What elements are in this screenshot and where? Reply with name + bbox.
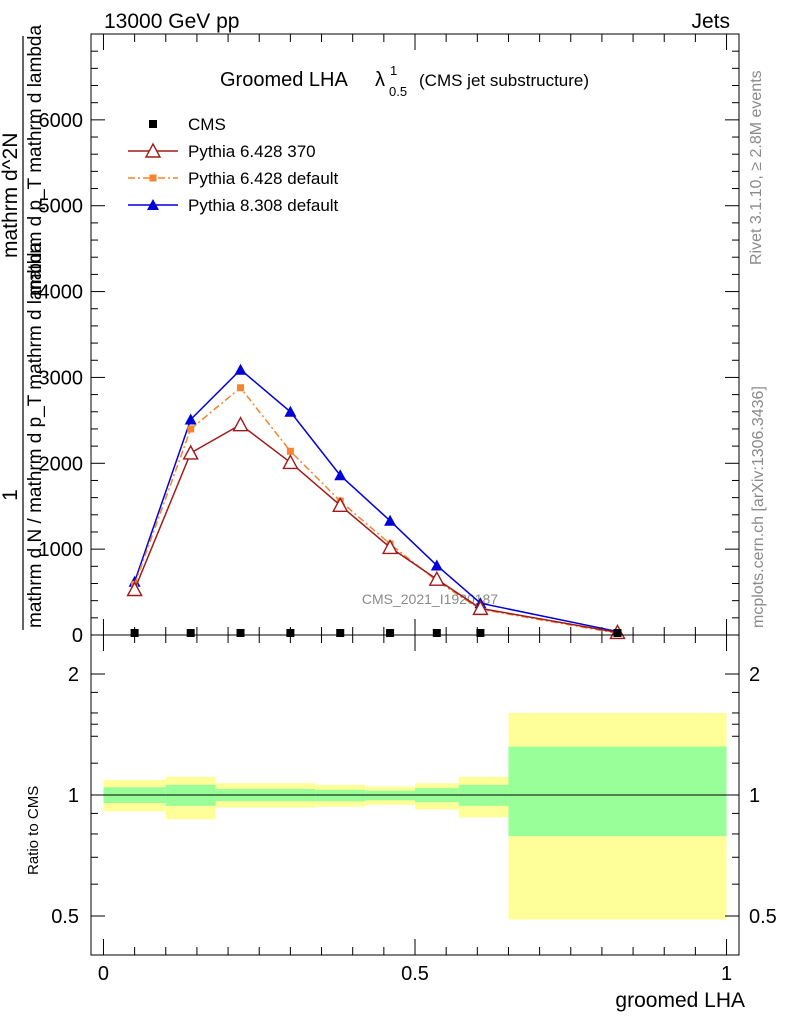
y-label-deriv-den: mathrm d p_T mathrm d lambda xyxy=(25,25,46,296)
ratio-y-tick-label-left: 1 xyxy=(68,785,79,807)
y-tick-label: 3000 xyxy=(39,367,84,389)
legend-entry: Pythia 8.308 default xyxy=(128,196,339,215)
legend-entry: CMS xyxy=(149,115,226,134)
y-label-denominator: mathrm d N / mathrm d p_T mathrm d lambd… xyxy=(25,241,46,628)
band-inner xyxy=(315,789,366,802)
point-marker xyxy=(149,120,157,128)
header-left: 13000 GeV pp xyxy=(104,10,239,33)
ratio-panel: 0.5 0.51 12 2 0 0.5 1 Ratio to CMS groomed LH… xyxy=(25,634,777,1012)
y-tick-label: 5000 xyxy=(39,196,84,218)
title-sub: 0.5 xyxy=(389,84,407,99)
ratio-y-tick-label-left: 0.5 xyxy=(51,906,79,928)
point-marker xyxy=(286,447,294,455)
point-marker xyxy=(126,581,143,597)
point-marker xyxy=(186,629,195,637)
band-inner xyxy=(508,746,727,837)
y-axis-label: 1 mathrm d N / mathrm d p_T mathrm d lam… xyxy=(0,25,46,630)
title-lambda: λ xyxy=(375,69,385,91)
point-marker xyxy=(284,405,297,417)
watermark: CMS_2021_I1920187 xyxy=(362,591,498,607)
title-note: (CMS jet substructure) xyxy=(419,71,589,90)
series-0 xyxy=(130,629,622,637)
point-marker xyxy=(386,629,395,637)
title-sup: 1 xyxy=(390,63,397,78)
point-marker xyxy=(130,629,139,637)
point-marker xyxy=(432,629,441,637)
main-y-ticks: 0 1000 2000 3000 4000 5000 6000 xyxy=(39,50,739,647)
ratio-y-tick-label-right: 0.5 xyxy=(749,906,777,928)
y-tick-label: 2000 xyxy=(39,453,84,475)
point-marker xyxy=(384,514,397,526)
point-marker xyxy=(149,174,157,182)
point-marker xyxy=(182,444,199,460)
rivet-label: Rivet 3.1.10, ≥ 2.8M events xyxy=(748,70,765,265)
legend: CMS Pythia 6.428 370 Pythia 6.428 default P… xyxy=(128,115,339,215)
main-x-ticks xyxy=(102,34,728,635)
point-marker xyxy=(428,570,445,586)
y-tick-label: 1000 xyxy=(39,539,84,561)
y-tick-label: 0 xyxy=(72,625,83,647)
title-main: Groomed LHA xyxy=(220,69,348,91)
point-marker xyxy=(282,453,299,470)
point-marker xyxy=(472,599,489,616)
legend-label: Pythia 6.428 370 xyxy=(188,142,316,161)
point-marker xyxy=(332,496,349,513)
x-axis-label: groomed LHA xyxy=(615,989,745,1012)
point-marker xyxy=(336,629,345,637)
ratio-y-tick-label-right: 2 xyxy=(749,664,760,686)
point-marker xyxy=(286,629,295,637)
plot-title: Groomed LHA λ 1 0.5 (CMS jet substructur… xyxy=(220,63,589,99)
y-label-deriv-num: mathrm d^2N xyxy=(0,133,22,258)
legend-label: CMS xyxy=(188,115,226,134)
x-tick-label: 0 xyxy=(98,963,109,985)
point-marker xyxy=(613,629,622,637)
legend-entry: Pythia 6.428 default xyxy=(128,169,339,188)
site-label: mcplots.cern.ch [arXiv:1306.3436] xyxy=(750,386,767,628)
band-inner xyxy=(365,790,415,801)
legend-entry: Pythia 6.428 370 xyxy=(128,142,316,161)
header-right: Jets xyxy=(691,10,730,33)
point-marker xyxy=(234,363,247,375)
ratio-y-ticks: 0.5 0.5 1 1 2 2 xyxy=(51,664,777,928)
x-tick-label: 1 xyxy=(721,963,732,985)
point-marker xyxy=(187,425,195,433)
point-marker xyxy=(184,413,197,425)
ratio-bands xyxy=(103,712,727,920)
ratio-y-tick-label-right: 1 xyxy=(749,785,760,807)
point-marker xyxy=(232,416,249,432)
point-marker xyxy=(381,538,399,555)
point-marker xyxy=(430,559,443,571)
point-marker xyxy=(144,142,162,158)
point-marker xyxy=(334,469,347,481)
ratio-y-tick-label-left: 2 xyxy=(68,664,79,686)
point-marker xyxy=(147,199,159,210)
ratio-x-ticks: 0 0.5 1 xyxy=(98,635,732,985)
point-marker xyxy=(236,629,245,637)
point-marker xyxy=(476,629,485,637)
main-panel: 0 1000 2000 3000 4000 5000 6000 CMS_2021_I1920… xyxy=(39,33,740,647)
legend-label: Pythia 8.308 default xyxy=(188,196,339,215)
ratio-y-label: Ratio to CMS xyxy=(25,786,42,875)
legend-label: Pythia 6.428 default xyxy=(188,169,339,188)
x-tick-label: 0.5 xyxy=(401,963,429,985)
point-marker xyxy=(237,384,245,392)
series-layer xyxy=(126,363,626,640)
y-tick-label: 4000 xyxy=(39,282,84,304)
y-tick-label: 6000 xyxy=(39,110,84,132)
y-label-numerator: 1 xyxy=(0,489,22,501)
